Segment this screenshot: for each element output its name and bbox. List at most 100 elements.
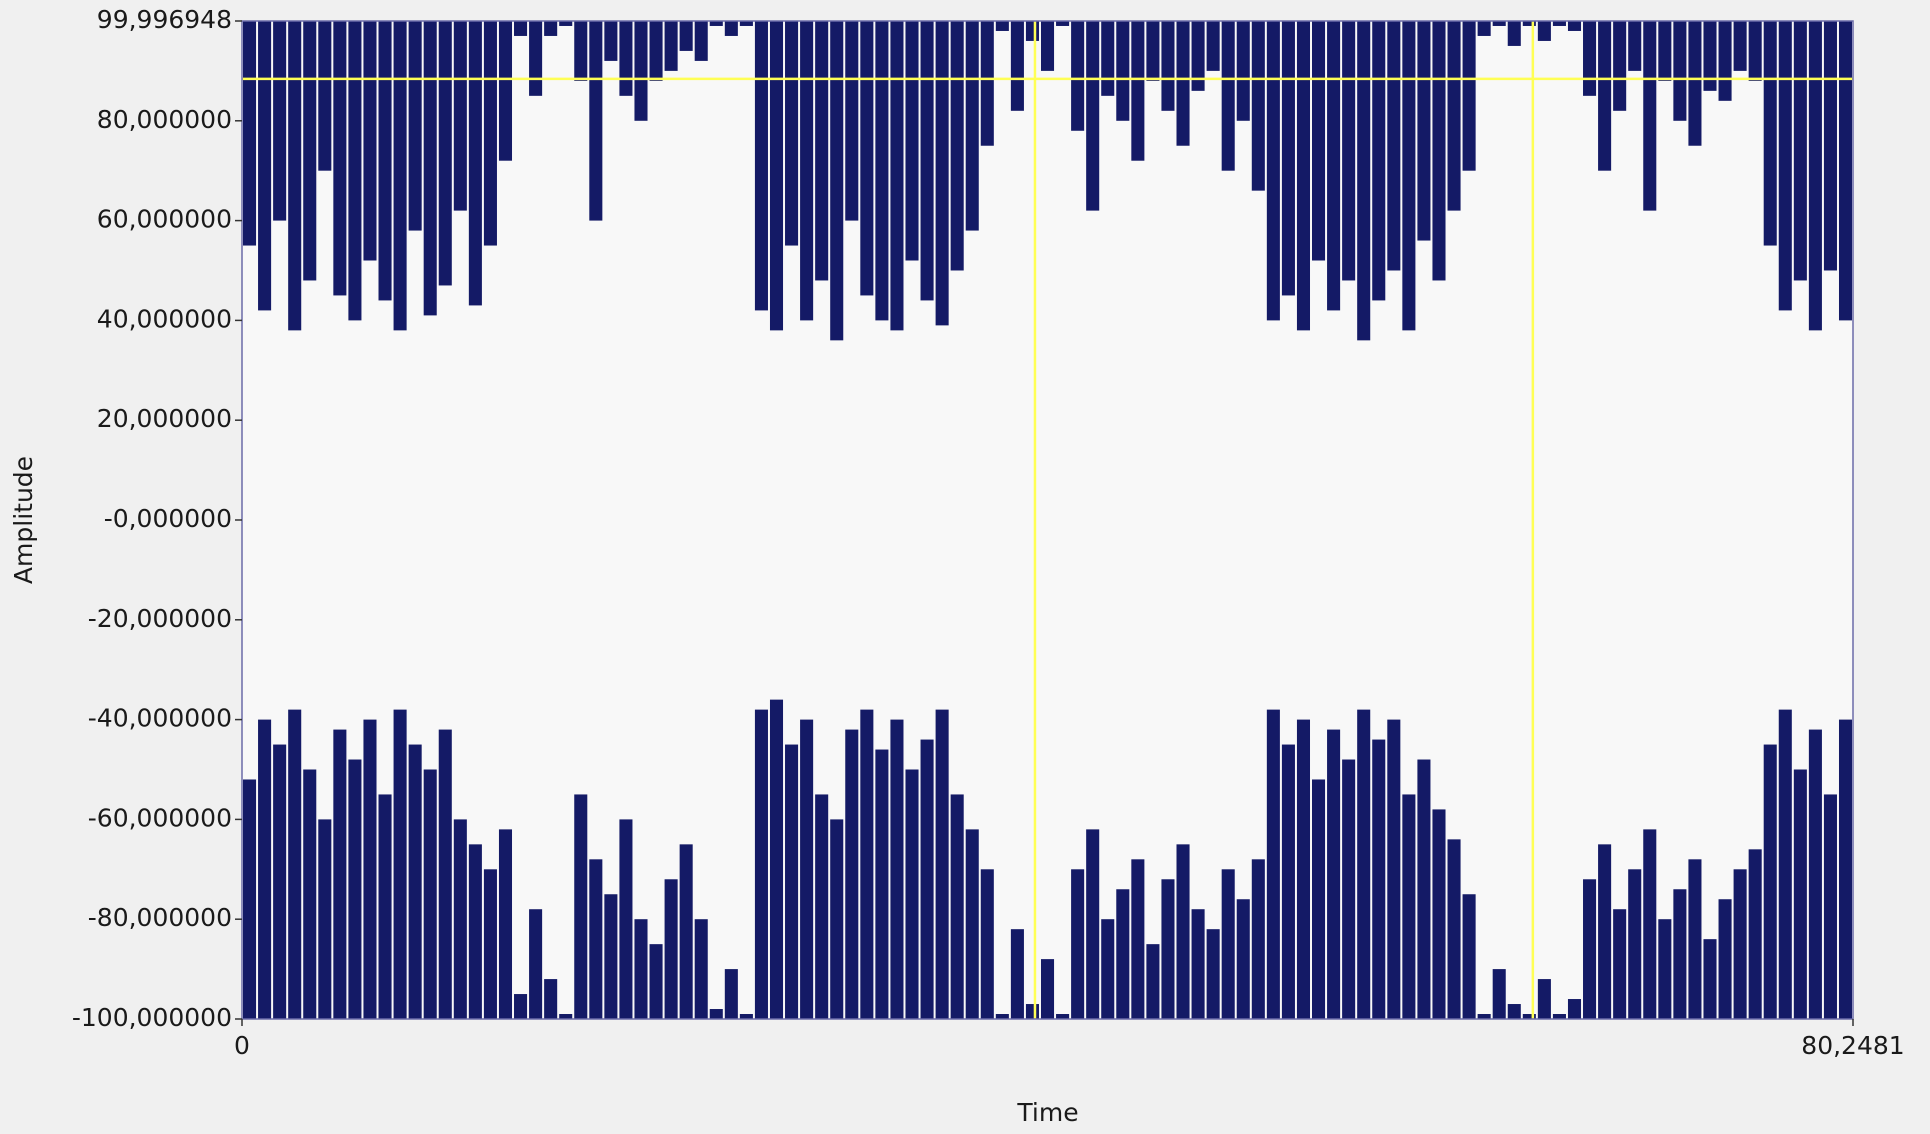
signal-bar <box>664 879 678 1019</box>
signal-bar <box>1266 21 1280 321</box>
signal-bar <box>1040 959 1055 1019</box>
signal-bar <box>649 21 663 81</box>
signal-bar <box>634 21 648 121</box>
signal-bar <box>1025 1004 1039 1019</box>
signal-bar <box>1567 21 1582 31</box>
signal-bar <box>1688 859 1702 1019</box>
signal-bar <box>1281 21 1295 296</box>
signal-bar <box>378 794 392 1019</box>
signal-bar <box>393 21 407 331</box>
signal-bar <box>965 21 979 231</box>
signal-bar <box>1823 794 1837 1019</box>
signal-bar <box>243 21 257 246</box>
signal-bar <box>890 719 904 1019</box>
signal-bar <box>1131 859 1145 1019</box>
signal-bar <box>1733 21 1747 71</box>
signal-bar <box>1793 769 1807 1019</box>
signal-bar <box>679 844 693 1019</box>
signal-bar <box>830 819 844 1019</box>
signal-bar <box>694 21 708 61</box>
signal-bar <box>1161 21 1175 111</box>
signal-bar <box>664 21 678 71</box>
signal-bar <box>1206 929 1220 1019</box>
signal-bar <box>1808 729 1822 1019</box>
signal-bar <box>1312 21 1326 261</box>
signal-bar <box>739 1014 753 1019</box>
signal-bar <box>1086 829 1100 1019</box>
signal-bar <box>905 769 919 1019</box>
signal-bar <box>514 21 528 36</box>
signal-bar <box>830 21 844 341</box>
signal-bar <box>438 21 452 286</box>
signal-bar <box>1236 21 1250 121</box>
signal-bar <box>1296 21 1311 331</box>
signal-bar <box>754 21 768 311</box>
signal-bar <box>408 744 422 1019</box>
signal-bar <box>303 769 317 1019</box>
signal-bar <box>498 21 513 161</box>
signal-bar <box>1673 889 1687 1019</box>
signal-bar <box>1342 21 1356 281</box>
signal-bar <box>1010 21 1024 111</box>
signal-bar <box>468 844 482 1019</box>
y-tick-label: -20,000000 <box>88 604 232 633</box>
signal-bar <box>769 21 784 331</box>
signal-bar <box>1146 21 1160 81</box>
signal-bar <box>1161 879 1175 1019</box>
signal-bar <box>1778 21 1792 311</box>
signal-bar <box>1793 21 1807 281</box>
signal-bar <box>333 21 347 296</box>
signal-bar <box>273 21 287 221</box>
signal-bar <box>1658 21 1672 81</box>
signal-bar <box>980 21 994 146</box>
signal-bar <box>649 944 663 1019</box>
signal-bar <box>574 21 588 81</box>
signal-bar <box>1823 21 1837 271</box>
signal-bar <box>574 794 588 1019</box>
signal-bar <box>1673 21 1687 121</box>
signal-bar <box>1071 869 1085 1019</box>
signal-bar <box>1432 21 1446 281</box>
signal-bar <box>1658 919 1672 1019</box>
signal-bar <box>1492 969 1506 1019</box>
y-tick-label: 99,996948 <box>97 5 232 34</box>
signal-bar <box>1327 21 1341 311</box>
signal-bar <box>1838 21 1852 321</box>
signal-bar <box>1071 21 1085 131</box>
signal-bar <box>544 979 558 1019</box>
signal-bar <box>1176 844 1190 1019</box>
signal-bar <box>318 21 332 171</box>
signal-bar <box>1221 21 1235 171</box>
signal-bar <box>800 21 814 321</box>
signal-bar <box>1327 729 1341 1019</box>
signal-bar <box>559 1014 573 1019</box>
y-axis-label: Amplitude <box>9 456 38 584</box>
signal-bar <box>1387 719 1401 1019</box>
signal-bar <box>1447 839 1461 1019</box>
signal-bar <box>709 1009 723 1019</box>
y-tick-label: -0,000000 <box>104 504 232 533</box>
signal-bar <box>709 21 723 26</box>
signal-bar <box>875 749 889 1019</box>
signal-bar <box>1522 21 1536 26</box>
signal-bar <box>1808 21 1822 331</box>
signal-bar <box>258 21 272 311</box>
signal-bar <box>815 794 829 1019</box>
signal-bar <box>619 819 633 1019</box>
signal-bar <box>860 709 874 1019</box>
signal-bar <box>1236 899 1250 1019</box>
y-tick-label: -80,000000 <box>88 903 232 932</box>
signal-bar <box>1387 21 1401 271</box>
signal-bar <box>905 21 919 261</box>
signal-bar <box>995 21 1009 31</box>
signal-bar <box>1748 849 1762 1019</box>
signal-bar <box>258 719 272 1019</box>
signal-bar <box>1537 979 1551 1019</box>
signal-bar <box>1537 21 1551 41</box>
signal-bar <box>1748 21 1762 81</box>
signal-bar <box>1402 794 1416 1019</box>
signal-bar <box>950 794 964 1019</box>
signal-bar <box>920 21 934 301</box>
signal-bar <box>1718 21 1732 101</box>
